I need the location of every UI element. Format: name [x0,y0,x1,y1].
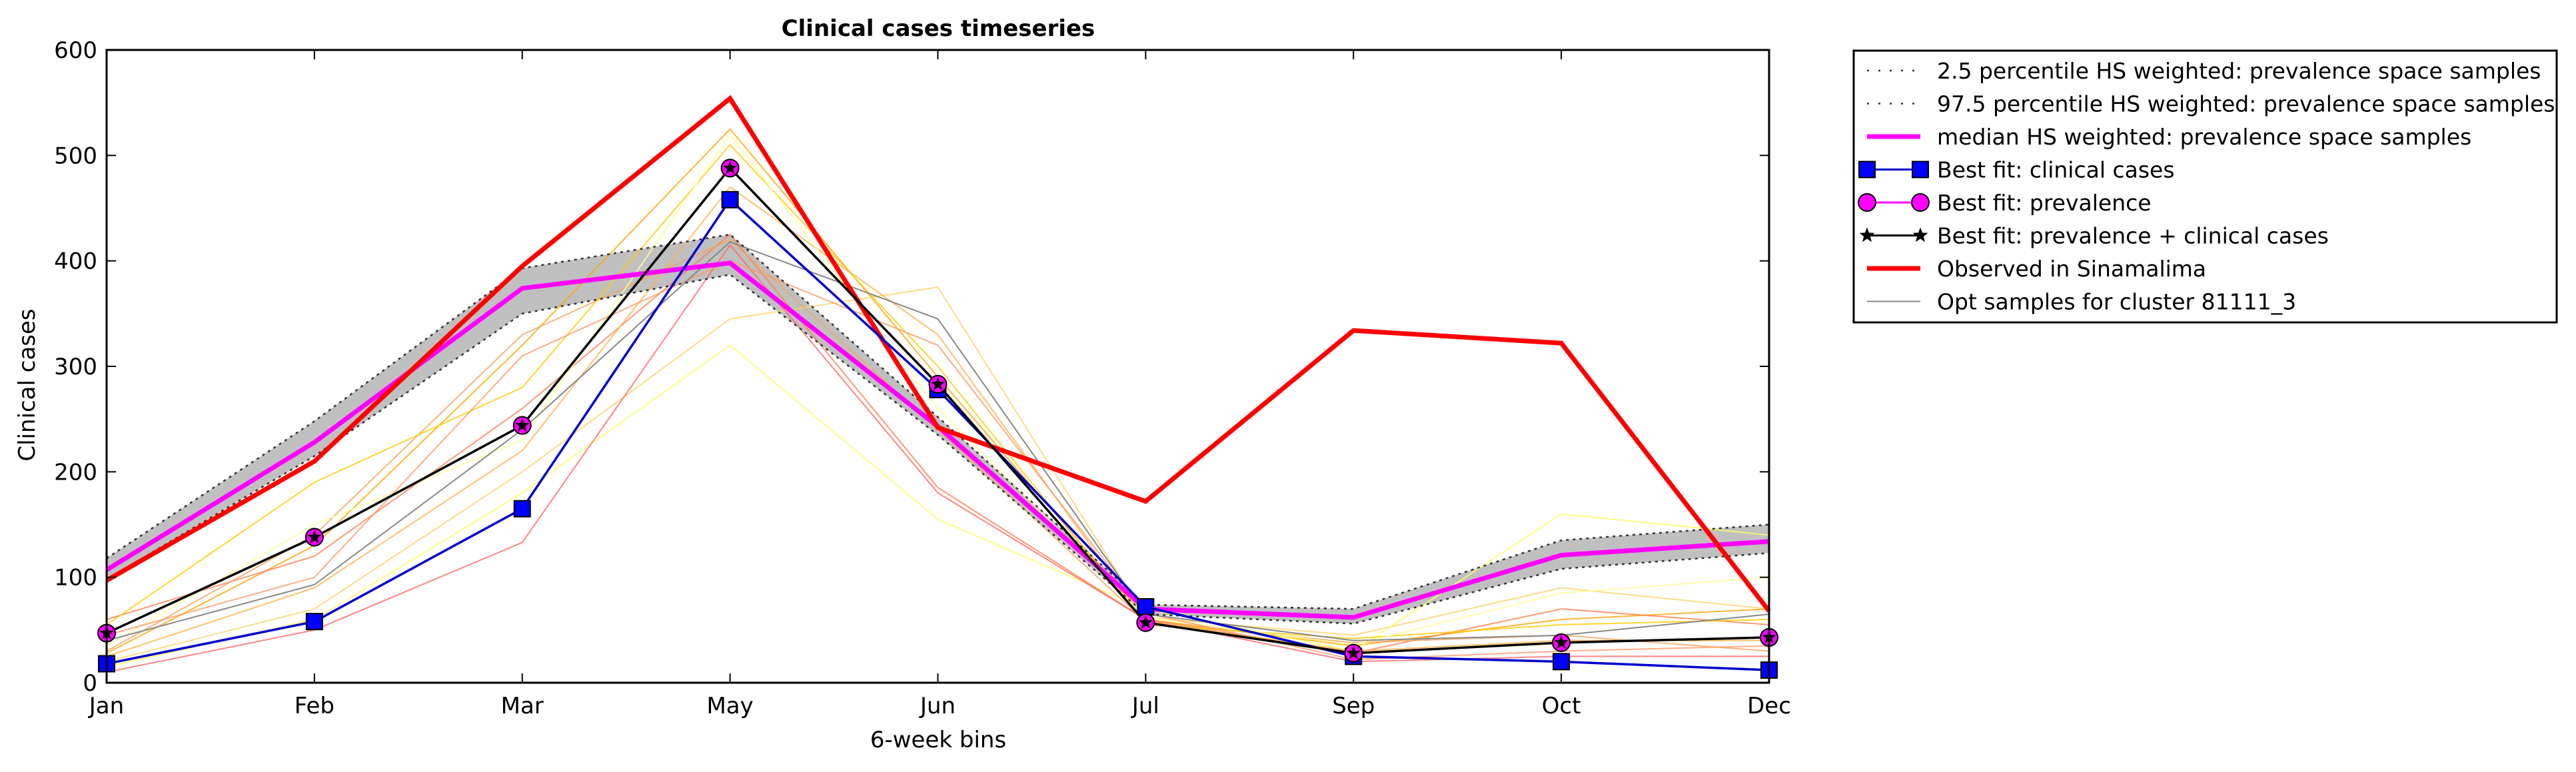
opt-sample-line-6 [106,238,1770,652]
best-fit-combined-point [1138,615,1153,629]
y-tick-label: 300 [54,354,97,380]
best-fit-clinical-point [513,500,531,518]
chart-title: Clinical cases timeseries [782,15,1095,42]
x-tick-label: Jan [88,693,124,719]
x-tick-label: Oct [1542,693,1581,719]
best-fit-clinical-point [721,191,739,208]
y-tick-label: 400 [54,248,97,275]
series-line-percentile-97-5 [106,233,1770,610]
best-fit-combined-point [1346,645,1361,659]
y-axis-title: Clinical cases [14,308,41,461]
best-fit-combined-point [307,530,322,544]
legend-label: median HS weighted: prevalence space sam… [1937,124,2471,150]
y-tick-label: 500 [54,143,97,169]
best-fit-combined-point [515,418,530,432]
x-tick-label: Sep [1332,693,1375,719]
best-fit-clinical-point [305,613,323,631]
legend: 2.5 percentile HS weighted: prevalence s… [1852,49,2558,324]
x-tick-label: Mar [501,693,544,719]
legend-label: Best fit: prevalence + clinical cases [1937,223,2329,249]
plot-area [97,95,1778,679]
y-tick-label: 100 [54,565,97,591]
opt-sample-line-2 [106,286,1770,663]
best-fit-combined-point [723,161,738,175]
x-tick-label: Feb [295,693,334,719]
best-fit-clinical-point [1553,653,1571,671]
opt-sample-line-8 [106,186,1769,657]
opt-sample-line-10 [106,260,1770,661]
series-line-percentile-2-5 [106,273,1770,625]
opt-sample-line-5 [106,244,1769,673]
series-line-observed [105,95,1771,613]
opt-sample-line-3 [106,344,1770,668]
opt-sample-line-7 [106,144,1770,639]
y-tick-label: 0 [83,670,97,697]
best-fit-combined-point [1554,635,1569,649]
x-tick-label: Dec [1747,693,1791,719]
series-line-opt-samples [106,241,1770,641]
x-tick-label: Jul [1131,693,1159,719]
legend-label: Observed in Sinamalima [1937,256,2206,282]
legend-box [1852,49,2558,324]
legend-swatch-marker [1858,161,1876,179]
legend-label: Best fit: clinical cases [1937,157,2175,183]
best-fit-combined-point [931,376,945,390]
axes: 0 100 200 300 400 500 600 Jan Feb Mar May Jun Jul Sep… [54,37,1791,719]
x-axis-title: 6-week bins [870,727,1006,753]
legend-label: Opt samples for cluster 81111_3 [1937,289,2296,315]
legend-label: 97.5 percentile HS weighted: prevalence … [1937,91,2555,117]
legend-swatch-marker [1858,193,1876,212]
legend-label: 2.5 percentile HS weighted: prevalence s… [1937,58,2541,84]
opt-sample-line-4 [106,233,1770,654]
legend-swatch-marker [1911,193,1930,212]
y-tick-label: 600 [54,37,97,64]
legend-swatch-marker [1912,227,1928,242]
x-tick-label: Jun [919,693,956,719]
opt-sample-line-9 [106,133,1770,647]
y-tick-label: 200 [54,459,97,486]
legend-swatch-marker [1912,161,1929,179]
legend-label: Best fit: prevalence [1937,190,2152,216]
best-fit-clinical-point [1137,598,1155,615]
legend-swatch-marker [1859,227,1875,242]
x-tick-label: May [706,693,753,719]
